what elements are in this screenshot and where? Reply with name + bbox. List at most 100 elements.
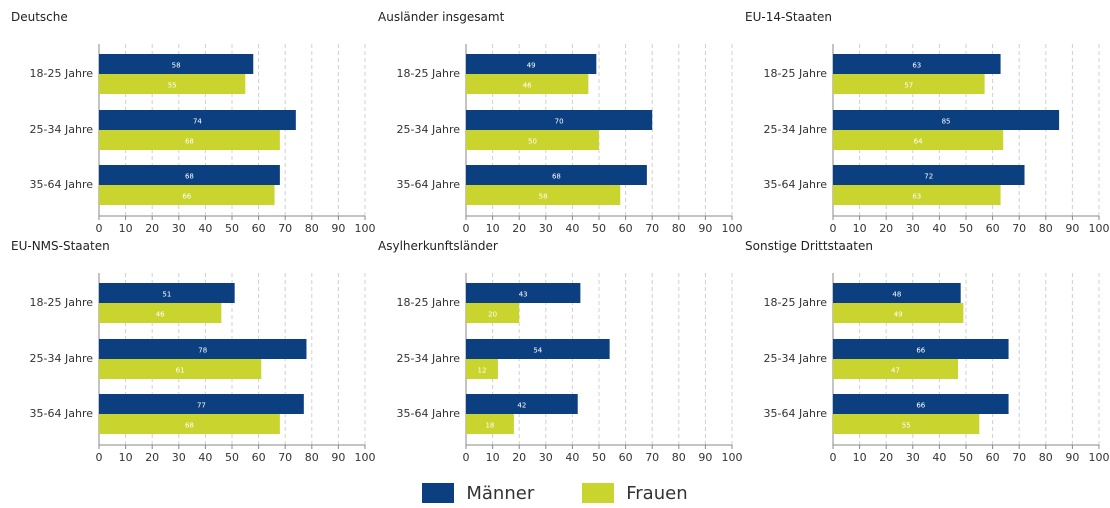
x-tick-label: 20 (512, 451, 526, 464)
x-tick-label: 100 (355, 451, 376, 464)
category-label: 25-34 Jahre (764, 352, 828, 365)
data-label: 68 (185, 138, 194, 146)
bar-men (466, 394, 578, 414)
category-label: 35-64 Jahre (764, 407, 828, 420)
legend-item-men[interactable]: Männer (422, 483, 534, 504)
x-tick-label: 10 (853, 451, 867, 464)
chart-panel: Ausländer insgesamt 0 10 20 30 40 50 60 70 80 90 10… (378, 10, 743, 235)
category-label: 35-64 Jahre (397, 407, 461, 420)
data-label: 48 (892, 291, 901, 299)
bar-women (833, 414, 980, 434)
x-tick-label: 90 (331, 222, 345, 235)
category-label: 18-25 Jahre (764, 296, 828, 309)
legend-swatch-women (582, 483, 615, 503)
x-tick-label: 10 (486, 451, 500, 464)
bar-men (833, 54, 1001, 74)
bar-men (99, 110, 296, 130)
x-tick-label: 50 (225, 222, 239, 235)
data-label: 64 (914, 138, 923, 146)
x-tick-label: 70 (278, 451, 292, 464)
bar-women (833, 303, 964, 323)
bar-women (99, 303, 222, 323)
data-label: 49 (894, 311, 903, 319)
bar-women (466, 74, 589, 94)
panel-title: EU-NMS-Staaten (11, 239, 110, 253)
x-tick-label: 100 (1089, 222, 1110, 235)
x-tick-label: 90 (1065, 222, 1079, 235)
category-label: 18-25 Jahre (30, 296, 94, 309)
data-label: 66 (182, 193, 191, 201)
x-tick-label: 30 (172, 222, 186, 235)
x-tick-label: 30 (539, 222, 553, 235)
x-tick-label: 0 (96, 451, 103, 464)
bar-men (833, 110, 1060, 130)
legend-label-women: Frauen (626, 482, 688, 504)
data-label: 61 (176, 367, 185, 375)
category-label: 25-34 Jahre (397, 352, 461, 365)
x-tick-label: 50 (592, 451, 606, 464)
data-label: 51 (162, 291, 171, 299)
x-tick-label: 20 (879, 451, 893, 464)
x-tick-label: 70 (1012, 451, 1026, 464)
data-label: 74 (193, 118, 202, 126)
x-tick-label: 80 (672, 222, 686, 235)
bar-women (833, 359, 959, 379)
legend: Männer Frauen (0, 478, 1110, 508)
category-label: 35-64 Jahre (764, 178, 828, 191)
legend-item-women[interactable]: Frauen (582, 482, 688, 504)
x-tick-label: 40 (565, 451, 579, 464)
x-tick-label: 100 (722, 451, 743, 464)
data-label: 46 (156, 311, 165, 319)
bar-men (99, 339, 307, 359)
x-tick-label: 30 (906, 451, 920, 464)
bar-men (99, 165, 280, 185)
data-label: 55 (902, 422, 911, 430)
x-tick-label: 90 (698, 222, 712, 235)
x-tick-label: 10 (853, 222, 867, 235)
bar-men (833, 283, 961, 303)
category-label: 25-34 Jahre (397, 123, 461, 136)
panel-title: Deutsche (11, 10, 68, 24)
data-label: 18 (485, 422, 494, 430)
category-label: 18-25 Jahre (30, 67, 94, 80)
data-label: 42 (517, 402, 526, 410)
bar-men (466, 339, 610, 359)
panel-title: Asylherkunftsländer (378, 239, 498, 253)
chart-panel: Sonstige Drittstaaten 0 10 20 30 40 50 60 70 80 90… (745, 239, 1110, 464)
x-tick-label: 80 (672, 451, 686, 464)
chart-panel: Asylherkunftsländer 0 10 20 30 40 50 60 70 80 90 10… (378, 239, 743, 464)
data-label: 68 (185, 422, 194, 430)
x-tick-label: 30 (906, 222, 920, 235)
x-tick-label: 20 (145, 451, 159, 464)
x-tick-label: 50 (959, 222, 973, 235)
data-label: 68 (185, 173, 194, 181)
x-tick-label: 30 (539, 451, 553, 464)
x-tick-label: 60 (252, 222, 266, 235)
category-label: 25-34 Jahre (30, 123, 94, 136)
data-label: 20 (488, 311, 497, 319)
category-label: 25-34 Jahre (764, 123, 828, 136)
chart-panel: EU-NMS-Staaten 0 10 20 30 40 50 60 70 80 90 100 18-2… (11, 239, 376, 464)
data-label: 43 (519, 291, 528, 299)
data-label: 55 (168, 82, 177, 90)
x-tick-label: 50 (592, 222, 606, 235)
bar-women (99, 414, 280, 434)
chart-panel: Deutsche 0 10 20 30 40 50 60 70 80 90 100 18-25 Jahr… (11, 10, 376, 235)
data-label: 70 (555, 118, 564, 126)
bar-women (99, 359, 262, 379)
x-tick-label: 0 (463, 451, 470, 464)
data-label: 54 (533, 347, 542, 355)
x-tick-label: 60 (252, 451, 266, 464)
x-tick-label: 40 (198, 451, 212, 464)
x-tick-label: 50 (959, 451, 973, 464)
bar-women (833, 130, 1004, 150)
data-label: 46 (523, 82, 532, 90)
x-tick-label: 10 (486, 222, 500, 235)
x-tick-label: 50 (225, 451, 239, 464)
x-tick-label: 70 (1012, 222, 1026, 235)
legend-label-men: Männer (466, 482, 535, 504)
x-tick-label: 0 (96, 222, 103, 235)
bar-women (466, 130, 599, 150)
x-tick-label: 70 (645, 222, 659, 235)
